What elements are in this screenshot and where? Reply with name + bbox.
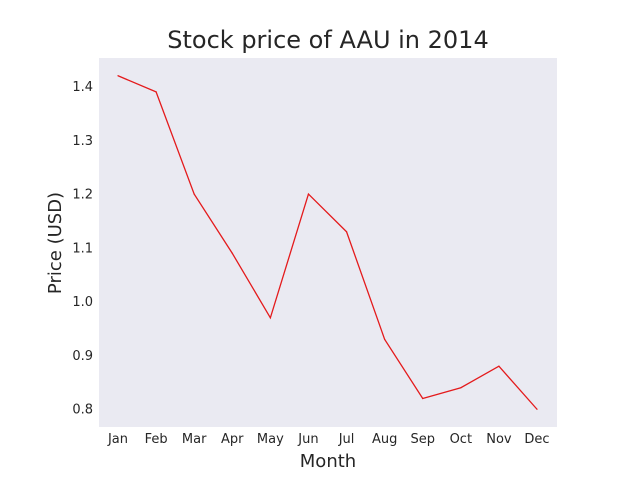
data-point (117, 75, 119, 77)
series-line (117, 75, 538, 410)
y-tick-label: 1.4 (72, 80, 93, 95)
x-tick-label: Aug (372, 432, 397, 447)
x-tick-label: Jul (338, 432, 355, 447)
y-tick-label: 1.1 (72, 241, 93, 256)
y-axis-label: Price (USD) (45, 192, 66, 294)
x-tick-labels: Jan Feb Mar Apr May Jun Jul Aug Sep Oct Nov Dec (107, 432, 550, 447)
data-point (155, 91, 157, 93)
y-tick-labels: 0.8 0.9 1.0 1.1 1.2 1.3 1.4 (72, 80, 93, 418)
data-point (384, 338, 386, 340)
x-tick-label: Jan (107, 432, 128, 447)
y-tick-label: 1.3 (72, 134, 93, 149)
x-tick-label: Dec (524, 432, 549, 447)
series-group (117, 75, 538, 410)
data-point (498, 365, 500, 367)
y-tick-label: 0.9 (72, 349, 93, 364)
data-point (460, 387, 462, 389)
y-tick-label: 0.8 (72, 403, 93, 418)
plot-area (99, 58, 557, 427)
x-tick-label: May (257, 432, 284, 447)
data-point (307, 193, 310, 195)
data-point (269, 317, 271, 319)
x-axis-label: Month (300, 451, 356, 472)
x-tick-label: Apr (221, 432, 244, 447)
data-point (345, 231, 348, 233)
chart-title: Stock price of AAU in 2014 (167, 26, 488, 54)
y-tick-label: 1.2 (72, 188, 93, 203)
x-tick-label: Mar (182, 432, 207, 447)
x-tick-label: Oct (450, 432, 472, 447)
x-tick-label: Sep (410, 432, 435, 447)
data-point (536, 408, 538, 410)
x-tick-label: Nov (486, 432, 512, 447)
x-tick-label: Feb (145, 432, 168, 447)
data-point (231, 252, 233, 254)
data-point (422, 397, 424, 400)
data-point (193, 193, 195, 195)
y-tick-label: 1.0 (72, 295, 93, 310)
x-tick-label: Jun (297, 432, 318, 447)
